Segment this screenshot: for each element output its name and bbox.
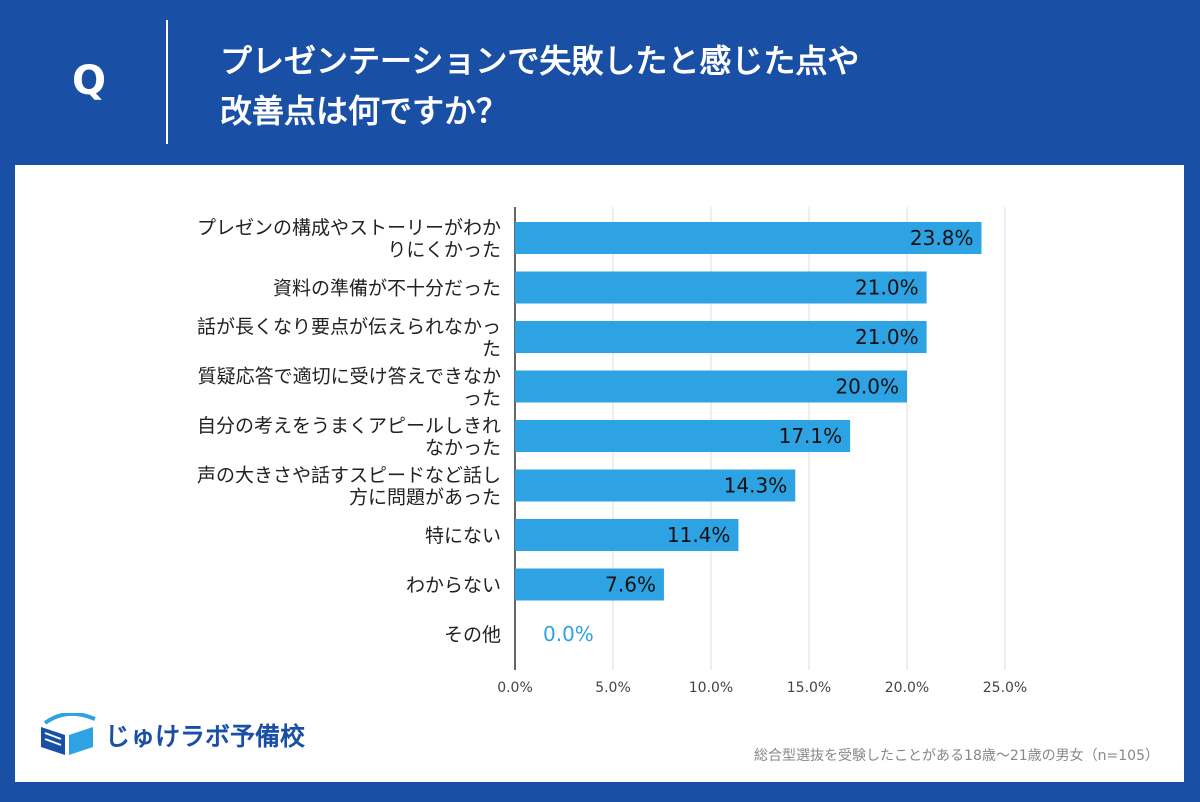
bar <box>515 519 739 551</box>
category-label: わからない <box>406 575 501 597</box>
bar <box>515 420 851 452</box>
x-tick-label: 5.0% <box>595 680 631 696</box>
category-label: た <box>482 338 501 360</box>
question-title-line-1: プレゼンテーションで失敗したと感じた点や <box>220 42 860 80</box>
category-label: プレゼンの構成やストーリーがわか <box>197 217 501 239</box>
category-label: 特にない <box>425 525 501 547</box>
category-label: なかった <box>425 437 501 459</box>
category-label: りにくかった <box>387 239 501 261</box>
bar <box>515 568 664 601</box>
x-tick-label: 0.0% <box>497 680 533 696</box>
bar <box>515 469 796 502</box>
bar-value-label: 0.0% <box>543 622 594 646</box>
x-tick-label: 15.0% <box>787 680 831 696</box>
category-label: 資料の準備が不十分だった <box>273 278 501 300</box>
bar-value-label: 14.3% <box>724 474 788 498</box>
x-tick-label: 25.0% <box>983 680 1027 696</box>
x-tick-label: 10.0% <box>689 680 733 696</box>
bar-chart: 0.0% 5.0% 10.0% 15.0% 20.0% 25.0% 23.8% プレゼンの構成… <box>197 207 1027 696</box>
bar <box>515 321 927 353</box>
question-title: プレゼンテーションで失敗したと感じた点や 改善点は何ですか？ <box>220 36 1120 136</box>
book-logo-icon <box>41 713 96 755</box>
category-label: 方に問題があった <box>349 487 501 509</box>
category-label: 声の大きさや話すスピードなど話し <box>197 465 501 487</box>
question-header: Q プレゼンテーションで失敗したと感じた点や 改善点は何ですか？ <box>0 0 1200 165</box>
question-title-line-2: 改善点は何ですか？ <box>220 92 509 130</box>
brand-logo: じゅけラボ予備校 <box>37 713 305 757</box>
question-label: Q <box>72 58 107 104</box>
category-label: 話が長くなり要点が伝えられなかっ <box>197 316 501 338</box>
bar-value-label: 20.0% <box>835 375 899 399</box>
bar <box>515 370 907 403</box>
sample-note: 総合型選抜を受験したことがある18歳～21歳の男女（n=105） <box>754 748 1159 764</box>
bar-value-label: 21.0% <box>855 325 919 349</box>
bar-value-label: 7.6% <box>605 573 656 597</box>
chart-panel: 0.0% 5.0% 10.0% 15.0% 20.0% 25.0% 23.8% プレゼンの構成… <box>15 165 1184 782</box>
category-label: 自分の考えをうまくアピールしきれ <box>197 415 501 437</box>
bar <box>515 222 982 254</box>
brand-name: じゅけラボ予備校 <box>105 722 306 751</box>
bar <box>515 271 927 304</box>
category-label: 質疑応答で適切に受け答えできなか <box>198 366 501 388</box>
header-divider <box>166 20 168 144</box>
bar-value-label: 11.4% <box>667 523 731 547</box>
category-label: その他 <box>444 624 501 646</box>
category-label: った <box>463 388 501 410</box>
bar-value-label: 17.1% <box>779 424 843 448</box>
bar-value-label: 21.0% <box>855 276 919 300</box>
bar-value-label: 23.8% <box>910 226 974 250</box>
x-tick-label: 20.0% <box>885 680 929 696</box>
